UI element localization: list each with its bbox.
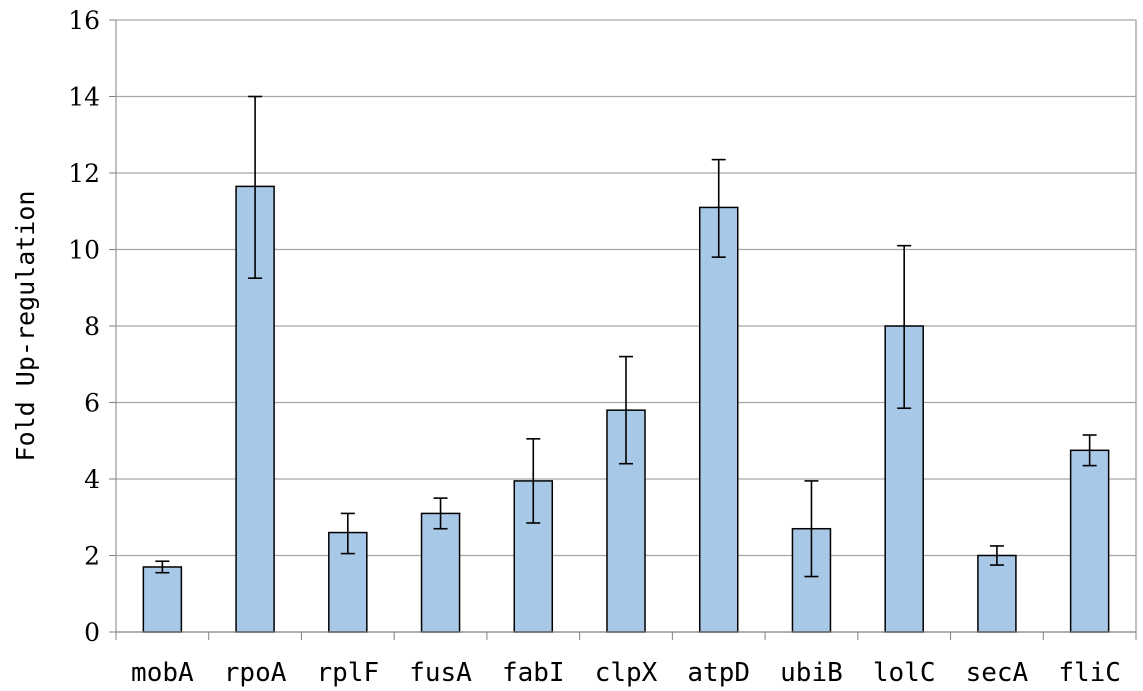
gridlines [116,19,1136,557]
error-bar-fusA [433,497,448,530]
bar-mobA [142,566,183,633]
error-bar-fliC [1082,434,1097,467]
error-bar-lolC [897,244,912,410]
x-tick-label-mobA: mobA [131,658,194,688]
y-tick-label: 10 [68,236,100,265]
x-tick-label-fabI: fabI [502,658,565,688]
error-bar-mobA [155,560,170,574]
error-bar-rpoA [248,95,263,279]
x-tick-label-rplF: rplF [317,658,380,688]
y-tick-label: 2 [84,542,100,571]
y-tick-label: 6 [84,389,100,418]
x-tick-label-fliC: fliC [1058,658,1121,688]
x-axis [115,631,1137,640]
x-tick-label-clpX: clpX [595,658,658,688]
y-tick-label: 8 [84,312,100,341]
y-tick-label: 12 [68,159,100,188]
bar-atpD [698,206,739,633]
x-tick-label-rpoA: rpoA [224,658,287,688]
bar-fusA [420,512,461,633]
bar-secA [977,554,1017,633]
x-axis-labels: mobA rpoA rplF fusA fabI clpX atpD ubiB lolC secA… [131,658,1121,688]
y-tick-label: 4 [84,465,100,494]
y-axis-ticks: 0 2 4 6 8 10 12 14 16 [68,6,116,647]
error-bars [155,95,1097,578]
error-bar-secA [989,545,1004,566]
y-axis-title: Fold Up-regulation [11,191,40,462]
error-bar-ubiB [804,480,819,578]
error-bar-atpD [711,158,726,258]
y-tick-label: 16 [68,6,100,35]
x-tick-label-secA: secA [966,658,1029,688]
x-tick-label-fusA: fusA [409,658,472,688]
x-tick-label-atpD: atpD [687,658,750,688]
y-tick-label: 0 [84,618,100,647]
y-tick-label: 14 [68,83,100,112]
error-bar-fabI [526,438,541,524]
bar-fliC [1069,449,1110,633]
x-tick-label-lolC: lolC [873,658,936,688]
x-tick-label-ubiB: ubiB [780,658,843,688]
error-bar-rplF [340,512,355,555]
error-bar-clpX [619,355,633,465]
